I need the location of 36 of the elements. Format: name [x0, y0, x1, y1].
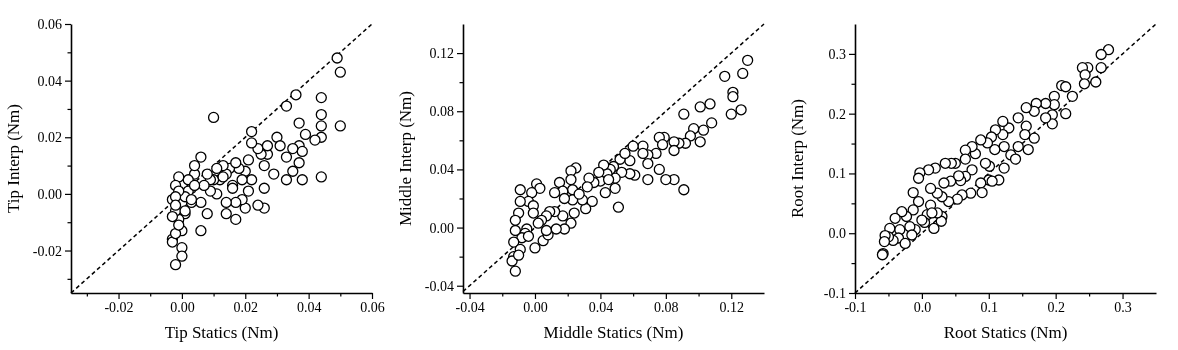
y-tick-label: 0.06 [37, 16, 62, 32]
y-tick-label: 0.0 [828, 226, 846, 242]
y-tick-label: -0.04 [424, 278, 454, 294]
x-tick-label: 0.06 [360, 299, 385, 315]
y-tick-label: 0.08 [429, 104, 454, 120]
x-tick-label: 0.12 [719, 299, 745, 315]
y-axis-title: Middle Interp (Nm) [396, 90, 415, 227]
x-tick-label: 0.04 [296, 299, 322, 315]
y-tick-label: -0.02 [32, 243, 62, 259]
y-axis-title: Root Interp (Nm) [788, 99, 807, 218]
x-tick-label: -0.1 [844, 299, 867, 315]
x-tick-label: 0.0 [913, 299, 932, 315]
x-tick-label: 0.08 [654, 299, 679, 315]
y-tick-label: 0.12 [429, 46, 454, 62]
x-axis-title: Middle Statics (Nm) [543, 323, 684, 342]
x-tick-label: 0.00 [523, 299, 548, 315]
y-tick-label: 0.00 [429, 220, 454, 236]
y-tick-label: 0.04 [429, 162, 454, 178]
x-tick-label: 0.00 [170, 299, 195, 315]
y-tick-label: -0.1 [823, 285, 846, 301]
x-tick-label: 0.2 [1047, 299, 1065, 315]
y-tick-label: 0.2 [828, 106, 846, 122]
x-tick-label: 0.1 [980, 299, 999, 315]
x-tick-label: 0.02 [233, 299, 259, 315]
x-tick-label: -0.02 [104, 299, 134, 315]
y-axis-title: Tip Interp (Nm) [4, 104, 23, 213]
y-tick-label: 0.04 [37, 73, 62, 89]
y-tick-label: 0.1 [828, 166, 846, 182]
x-axis-title: Root Statics (Nm) [943, 323, 1068, 342]
y-tick-label: 0.00 [37, 186, 62, 202]
x-tick-label: 0.3 [1114, 299, 1132, 315]
x-tick-label: 0.04 [588, 299, 614, 315]
x-tick-label: -0.04 [455, 299, 485, 315]
x-axis-title: Tip Statics (Nm) [164, 323, 279, 342]
y-tick-label: 0.02 [37, 130, 62, 146]
y-tick-label: 0.3 [828, 46, 846, 62]
